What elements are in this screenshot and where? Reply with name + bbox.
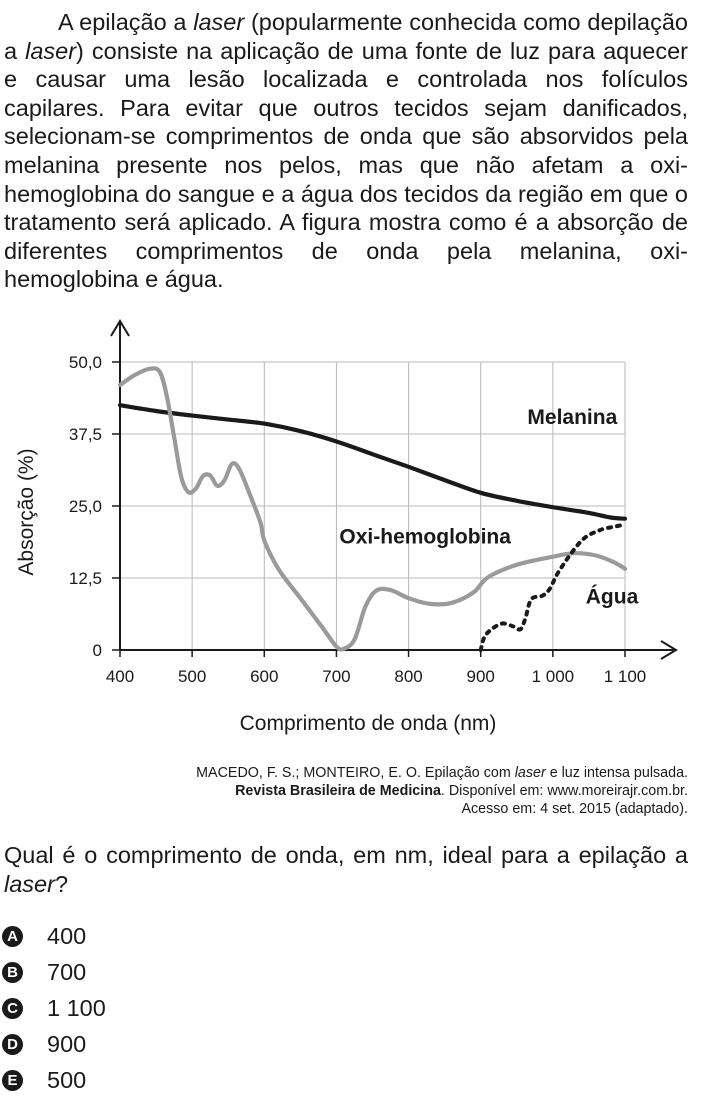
x-tick-label-6: 1 000 [532, 667, 575, 686]
x-tick-label-5: 900 [467, 667, 495, 686]
intro-text-3: ) consiste na aplicação de uma fonte de … [4, 37, 688, 293]
option-letter-badge: C [2, 997, 23, 1019]
y-tick-label-0: 0 [93, 641, 102, 660]
question-em: laser [4, 870, 55, 897]
option-e[interactable]: E 500 [2, 1062, 106, 1098]
x-tick-label-7: 1 100 [604, 667, 647, 686]
y-tick-label-3: 37,5 [69, 425, 102, 444]
option-b[interactable]: B 700 [2, 954, 106, 990]
x-tick-label-3: 700 [322, 667, 350, 686]
question-main: Qual é o comprimento de onda, em nm, ide… [4, 842, 688, 868]
answer-options: A 400 B 700 C 1 100 D 900 E 500 [2, 918, 106, 1098]
series-label-oxi-hemoglobina: Oxi-hemoglobina [339, 525, 511, 548]
intro-em-2: laser [25, 37, 77, 64]
option-text: 900 [47, 1030, 87, 1057]
option-letter-badge: A [2, 925, 23, 947]
intro-text-2: (popularmente conhecida como depilação a [4, 9, 688, 64]
y-axis-arrow [110, 319, 130, 337]
series-label-agua: Água [586, 585, 639, 608]
x-axis-arrow [660, 640, 678, 660]
source-citation: MACEDO, F. S.; MONTEIRO, E. O. Epilação … [68, 764, 688, 818]
chart-labels: Comprimento de onda (nm) Absorção (%) Mela… [15, 406, 639, 735]
source-line-3: Acesso em: 4 set. 2015 (adaptado). [461, 801, 688, 817]
option-c[interactable]: C 1 100 [2, 990, 106, 1026]
x-tick-label-1: 500 [178, 667, 206, 686]
source-title-end: e luz intensa pulsada. [545, 765, 688, 781]
option-letter-badge: E [2, 1069, 23, 1091]
series-label-melanina: Melanina [527, 406, 617, 429]
option-text: 1 100 [47, 994, 106, 1021]
option-d[interactable]: D 900 [2, 1026, 106, 1062]
y-tick-label-2: 25,0 [69, 497, 102, 516]
source-line-1: MACEDO, F. S.; MONTEIRO, E. O. Epilação … [68, 764, 688, 782]
intro-text-1: A epilação a [58, 9, 194, 35]
x-tick-label-0: 400 [106, 667, 134, 686]
chart-axes: 400 500 600 700 800 900 1 000 1 100012,525,037,… [69, 319, 678, 686]
source-journal: Revista Brasileira de Medicina [235, 783, 441, 799]
source-authors: MACEDO, F. S.; MONTEIRO, E. O. Epilação … [196, 765, 515, 781]
series-line-agua [478, 522, 627, 652]
absorption-chart: 400 500 600 700 800 900 1 000 1 100012,525,037,… [15, 319, 678, 735]
x-tick-label-4: 800 [394, 667, 422, 686]
y-tick-label-4: 50,0 [69, 353, 102, 372]
question-text: Qual é o comprimento de onda, em nm, ide… [4, 841, 688, 898]
y-axis-title: Absorção (%) [15, 448, 38, 575]
option-letter-badge: D [2, 1033, 23, 1055]
intro-paragraph: A epilação a laser (popularmente conheci… [4, 8, 688, 294]
question-end: ? [54, 870, 69, 897]
option-a[interactable]: A 400 [2, 918, 106, 954]
x-tick-label-2: 600 [250, 667, 278, 686]
option-letter-badge: B [2, 961, 23, 983]
source-url: . Disponível em: www.moreirajr.com.br. [440, 783, 688, 799]
option-text: 700 [47, 958, 87, 985]
intro-em-1: laser [193, 9, 245, 35]
series-line-oxi-hemoglobina [117, 366, 628, 652]
chart-series [117, 366, 628, 652]
source-line-2: Revista Brasileira de Medicina. Disponív… [68, 782, 688, 800]
source-em: laser [514, 765, 546, 781]
option-text: 400 [47, 922, 87, 949]
series-line-melanina [117, 403, 628, 521]
option-text: 500 [47, 1066, 87, 1093]
x-axis-title: Comprimento de onda (nm) [240, 712, 497, 735]
y-tick-label-1: 12,5 [69, 569, 102, 588]
